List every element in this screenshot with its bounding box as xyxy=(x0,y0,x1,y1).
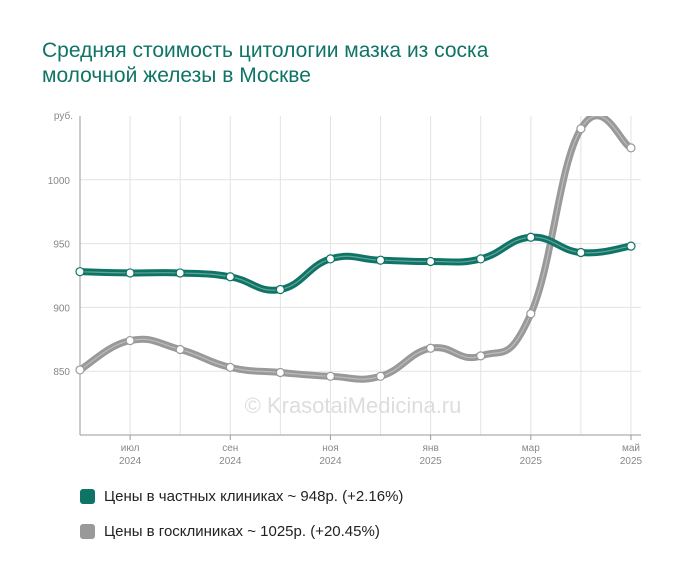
x-tick-label: янв xyxy=(423,443,439,454)
data-point xyxy=(426,343,436,353)
data-point xyxy=(476,351,486,361)
x-tick-year: 2024 xyxy=(319,456,342,467)
x-tick-labels: июл 2024 сен 2024 ноя 2024 янв 2025 мар 2025 май 20… xyxy=(119,435,643,467)
x-tick-label: мар xyxy=(522,443,540,454)
data-point xyxy=(275,367,285,378)
y-tick-label: 1000 xyxy=(48,176,71,187)
data-point xyxy=(626,143,636,153)
y-tick-label: 900 xyxy=(53,303,70,314)
x-tick-year: 2025 xyxy=(620,456,643,467)
data-point xyxy=(526,309,536,319)
legend-label-public: Цены в госклиниках ~ 1025р. (+20.45%) xyxy=(104,522,380,540)
data-point xyxy=(526,232,536,242)
data-point xyxy=(626,241,636,251)
data-point xyxy=(375,255,386,265)
data-point xyxy=(576,247,586,258)
series-group xyxy=(76,116,635,383)
x-tick-label: май xyxy=(622,443,640,454)
data-point xyxy=(325,254,336,264)
series-line-outer xyxy=(76,116,635,383)
data-point xyxy=(426,256,436,267)
data-point xyxy=(225,362,235,372)
data-point xyxy=(125,268,135,278)
data-point xyxy=(75,267,85,277)
legend: Цены в частных клиниках ~ 948р. (+2.16%)… xyxy=(80,484,403,554)
data-point xyxy=(375,371,386,381)
legend-swatch-public xyxy=(80,523,95,539)
data-point xyxy=(476,254,486,264)
legend-item-public: Цены в госклиниках ~ 1025р. (+20.45%) xyxy=(80,519,403,543)
x-tick-label: ноя xyxy=(322,443,339,454)
watermark: © KrasotaiMedicina.ru xyxy=(245,393,462,418)
series-lines xyxy=(76,116,635,383)
x-tick-year: 2024 xyxy=(119,456,142,467)
data-point xyxy=(75,365,85,375)
line-chart: руб. 850 900 950 1000 июл 2024 сен 2024 ноя 2024… xyxy=(48,110,643,467)
legend-label-private: Цены в частных клиниках ~ 948р. (+2.16%) xyxy=(104,487,404,505)
legend-swatch-private xyxy=(80,488,95,504)
data-point xyxy=(576,124,586,134)
y-tick-label: 850 xyxy=(53,367,70,378)
chart-title: Средняя стоимость цитологии мазка из сос… xyxy=(42,38,662,88)
data-point xyxy=(175,344,185,355)
y-axis-label: руб. xyxy=(54,110,73,122)
data-point xyxy=(125,335,135,346)
legend-item-private: Цены в частных клиниках ~ 948р. (+2.16%) xyxy=(80,484,403,508)
y-tick-label: 950 xyxy=(53,240,70,251)
data-point xyxy=(325,371,336,381)
data-point xyxy=(275,284,285,295)
x-tick-label: июл xyxy=(121,443,140,454)
x-tick-year: 2024 xyxy=(219,456,242,467)
chart-title-line-1: Средняя стоимость цитологии мазка из сос… xyxy=(42,39,489,62)
x-tick-label: сен xyxy=(222,443,238,454)
chart-title-line-2: молочной железы в Москве xyxy=(42,64,311,87)
data-point xyxy=(175,268,185,278)
grid xyxy=(79,116,641,436)
data-point xyxy=(225,272,235,282)
data-points xyxy=(75,124,636,381)
y-tick-labels: 850 900 950 1000 xyxy=(48,176,71,378)
x-tick-year: 2025 xyxy=(420,456,443,467)
x-tick-year: 2025 xyxy=(520,456,543,467)
